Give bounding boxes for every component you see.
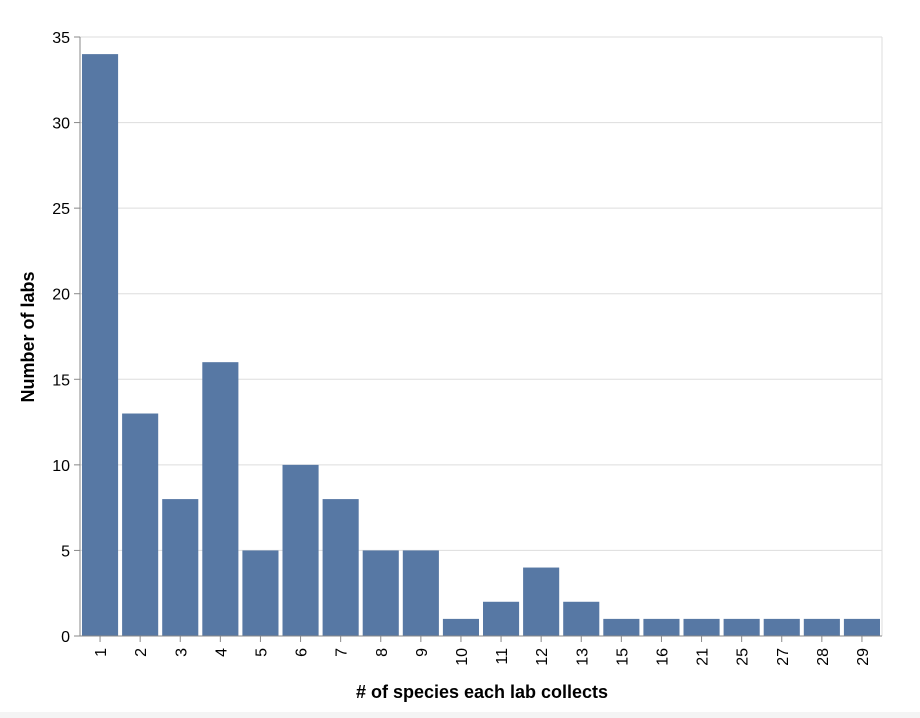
x-tick-label-12: 12 (534, 648, 551, 666)
y-tick-label-30: 30 (52, 116, 70, 133)
bar-6 (282, 464, 319, 636)
x-tick-label-2: 2 (133, 648, 150, 657)
bar-3 (162, 499, 199, 636)
x-tick-label-21: 21 (695, 648, 712, 666)
x-tick-label-5: 5 (253, 648, 270, 657)
x-tick-label-11: 11 (494, 648, 511, 665)
x-tick-label-28: 28 (815, 648, 832, 666)
bar-2 (122, 413, 159, 636)
x-tick-labels: 1 2 3 4 5 6 7 8 9 10 11 12 13 15 16 21 25 27 28 29 (93, 648, 872, 666)
y-axis-title: Number of labs (18, 271, 38, 402)
y-tick-label-10: 10 (52, 458, 70, 475)
bottom-strip (0, 712, 920, 718)
x-tick-label-27: 27 (775, 648, 792, 666)
x-tick-label-13: 13 (574, 648, 591, 666)
bar-7 (322, 499, 359, 636)
x-tick-label-3: 3 (173, 648, 190, 657)
bar-25 (723, 618, 760, 636)
x-tick-label-16: 16 (654, 648, 671, 666)
bar-8 (362, 550, 399, 636)
bars (82, 54, 880, 637)
bar-16 (643, 618, 680, 636)
bar-13 (563, 601, 600, 636)
x-axis-title: # of species each lab collects (356, 682, 608, 702)
y-tick-label-20: 20 (52, 287, 70, 304)
x-tick-label-9: 9 (414, 648, 431, 657)
bar-11 (483, 601, 520, 636)
bar-9 (402, 550, 439, 636)
bar-4 (202, 362, 239, 636)
x-tick-label-4: 4 (213, 648, 230, 657)
bar-5 (242, 550, 279, 636)
bar-27 (763, 618, 800, 636)
y-tick-label-25: 25 (52, 201, 70, 218)
bar-21 (683, 618, 720, 636)
bar-29 (843, 618, 880, 636)
x-tick-label-10: 10 (454, 648, 471, 666)
axes (74, 36, 882, 642)
y-tick-label-0: 0 (61, 629, 70, 646)
x-tick-label-6: 6 (294, 648, 311, 657)
x-tick-label-7: 7 (334, 648, 351, 657)
y-tick-label-35: 35 (52, 30, 70, 47)
bar-1 (82, 54, 119, 637)
bar-10 (442, 618, 479, 636)
y-tick-label-5: 5 (61, 543, 70, 560)
x-tick-label-1: 1 (93, 648, 110, 657)
bar-12 (523, 567, 560, 636)
x-tick-label-29: 29 (855, 648, 872, 666)
bar-28 (803, 618, 840, 636)
x-tick-label-25: 25 (735, 648, 752, 666)
y-tick-labels: 0 5 10 15 20 25 30 35 (52, 30, 70, 646)
x-tick-label-8: 8 (374, 648, 391, 657)
y-tick-label-15: 15 (52, 372, 70, 389)
bar-15 (603, 618, 640, 636)
x-tick-label-15: 15 (614, 648, 631, 666)
grid-lines (80, 36, 883, 637)
